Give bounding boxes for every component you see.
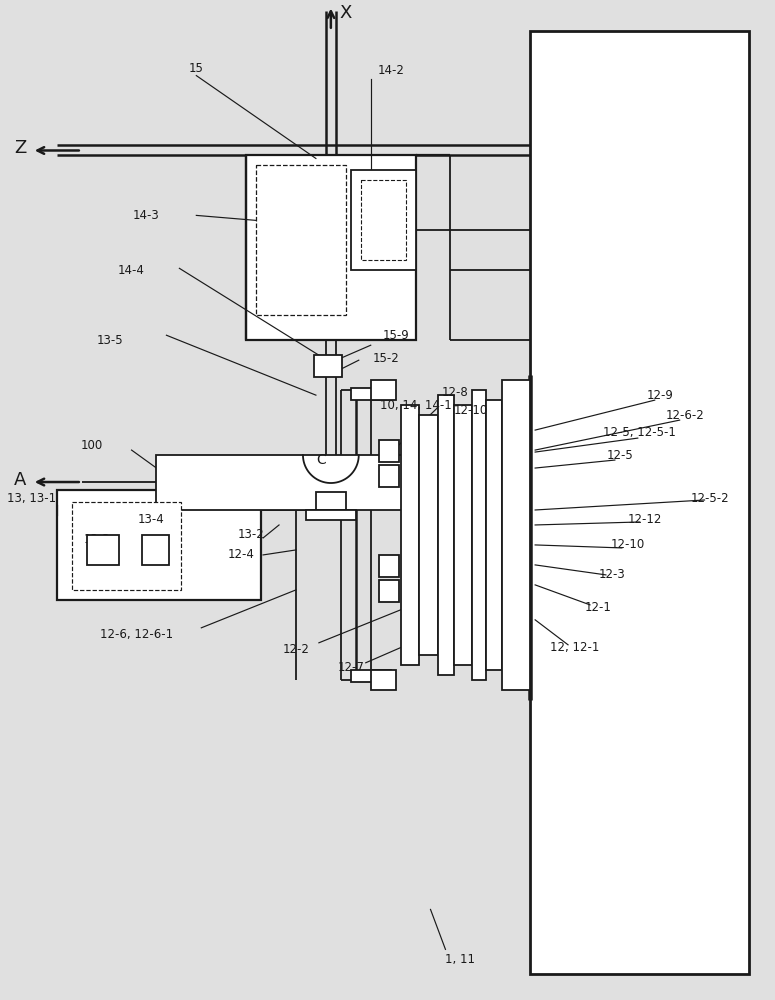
Bar bbox=[370, 380, 395, 400]
Bar bbox=[439, 395, 454, 675]
Bar bbox=[87, 535, 119, 565]
Text: 12-5: 12-5 bbox=[607, 449, 633, 462]
Text: 12-10: 12-10 bbox=[453, 404, 487, 417]
Bar bbox=[401, 405, 418, 665]
Text: 13-3: 13-3 bbox=[84, 533, 110, 546]
Bar bbox=[316, 492, 346, 510]
Bar bbox=[142, 535, 170, 565]
Text: 12-4: 12-4 bbox=[228, 548, 255, 561]
Text: 12-1: 12-1 bbox=[584, 601, 611, 614]
Text: 12-2: 12-2 bbox=[283, 643, 309, 656]
Text: 10, 14, 14-1: 10, 14, 14-1 bbox=[380, 399, 451, 412]
Text: 14-2: 14-2 bbox=[377, 64, 404, 77]
Text: 13-2: 13-2 bbox=[238, 528, 264, 541]
Text: Z: Z bbox=[14, 139, 26, 157]
Bar bbox=[530, 31, 749, 974]
Bar bbox=[360, 180, 405, 260]
Bar bbox=[314, 355, 342, 377]
Text: 12-5-2: 12-5-2 bbox=[691, 492, 728, 505]
Bar bbox=[379, 580, 398, 602]
Text: 15-9: 15-9 bbox=[382, 329, 409, 342]
Text: 1, 11: 1, 11 bbox=[446, 953, 475, 966]
Bar bbox=[157, 455, 421, 510]
Bar bbox=[379, 555, 398, 577]
Text: 12-6, 12-6-1: 12-6, 12-6-1 bbox=[100, 628, 173, 641]
Text: 12-5, 12-5-1: 12-5, 12-5-1 bbox=[604, 426, 677, 439]
Bar bbox=[351, 388, 391, 400]
Bar bbox=[57, 490, 261, 600]
Bar bbox=[454, 405, 472, 665]
Bar bbox=[472, 390, 487, 680]
Bar bbox=[256, 165, 346, 315]
Text: 15-2: 15-2 bbox=[372, 352, 399, 365]
Bar bbox=[370, 670, 395, 690]
Bar bbox=[351, 170, 415, 270]
Text: X: X bbox=[339, 4, 352, 22]
Text: 15: 15 bbox=[189, 62, 204, 75]
Text: 12, 12-1: 12, 12-1 bbox=[550, 641, 600, 654]
Bar bbox=[351, 670, 391, 682]
Text: 12-9: 12-9 bbox=[646, 389, 673, 402]
Bar bbox=[379, 440, 398, 462]
Text: 12-8: 12-8 bbox=[442, 386, 469, 399]
Text: 12-6-2: 12-6-2 bbox=[665, 409, 704, 422]
Text: 14-4: 14-4 bbox=[118, 264, 145, 277]
Bar bbox=[306, 510, 356, 520]
Bar bbox=[72, 502, 181, 590]
Text: 13-5: 13-5 bbox=[96, 334, 123, 347]
Text: 12-7: 12-7 bbox=[337, 661, 364, 674]
Bar bbox=[502, 380, 530, 690]
Text: 12-12: 12-12 bbox=[628, 513, 662, 526]
Text: 12-3: 12-3 bbox=[598, 568, 625, 581]
Text: A: A bbox=[14, 471, 26, 489]
Text: 14-3: 14-3 bbox=[133, 209, 160, 222]
Bar bbox=[246, 155, 415, 340]
Text: 13, 13-1: 13, 13-1 bbox=[7, 492, 57, 505]
Bar bbox=[418, 415, 439, 655]
Text: C: C bbox=[316, 453, 326, 467]
Bar bbox=[487, 400, 502, 670]
Text: 13-4: 13-4 bbox=[138, 513, 165, 526]
Bar bbox=[379, 465, 398, 487]
Text: 12-10: 12-10 bbox=[611, 538, 645, 551]
Text: 100: 100 bbox=[81, 439, 103, 452]
